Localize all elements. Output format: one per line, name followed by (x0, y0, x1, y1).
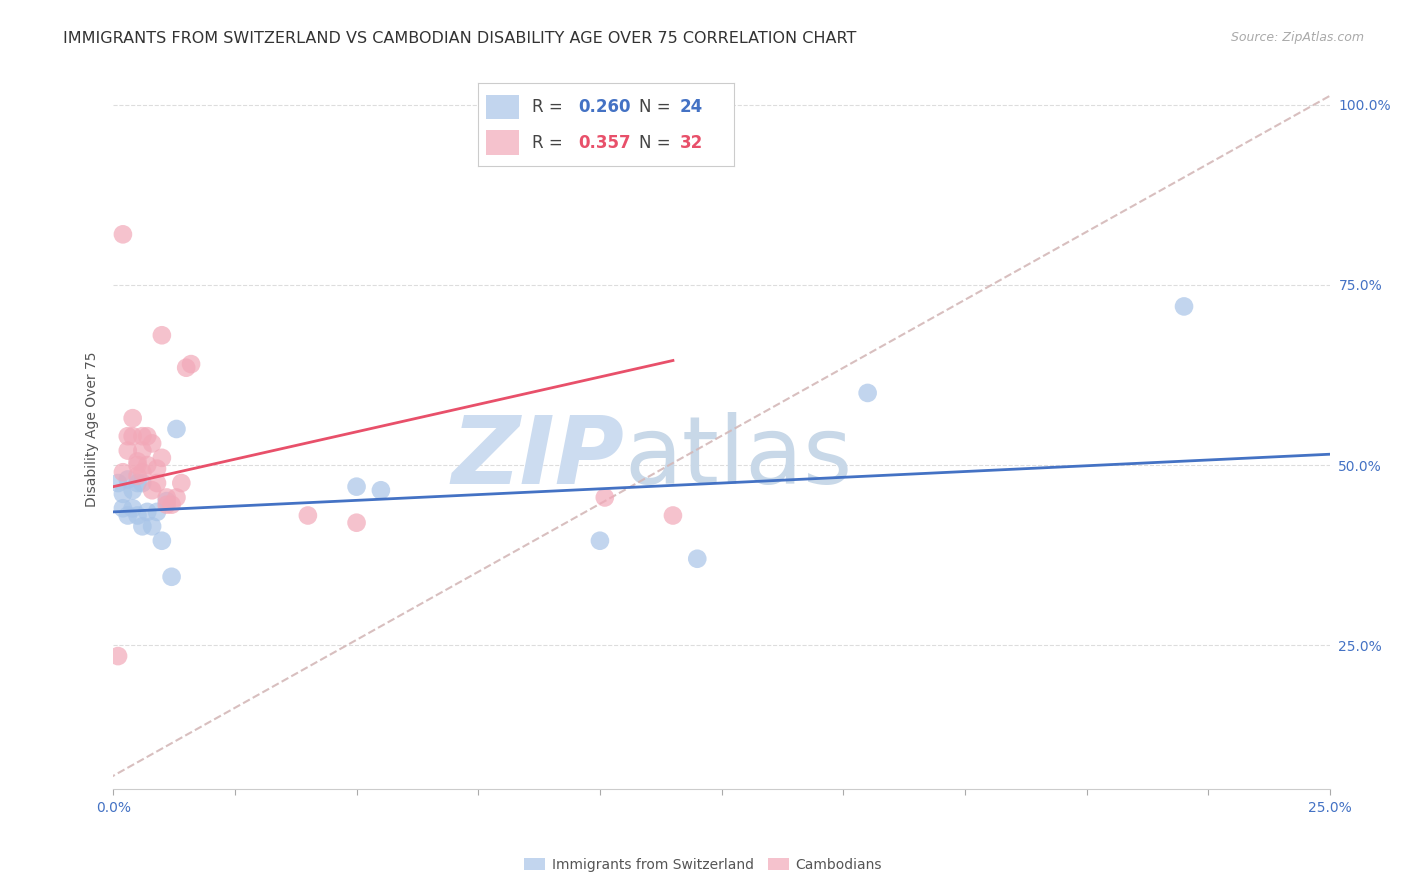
Point (146, 461, 169, 475)
Y-axis label: Disability Age Over 75: Disability Age Over 75 (86, 351, 100, 507)
Point (346, 480, 368, 494)
Text: Source: ZipAtlas.com: Source: ZipAtlas.com (1230, 31, 1364, 45)
Point (131, 519, 153, 533)
Point (131, 476, 153, 491)
Point (111, 227, 134, 242)
Point (127, 508, 149, 523)
Point (146, 476, 169, 491)
Point (160, 498, 183, 512)
Point (117, 443, 139, 458)
Point (166, 491, 188, 505)
Point (127, 468, 149, 483)
Point (121, 411, 143, 425)
Point (117, 508, 139, 523)
Point (150, 533, 173, 548)
Point (170, 476, 193, 491)
Point (111, 501, 134, 516)
Point (150, 328, 173, 343)
Point (180, 357, 202, 371)
Text: ZIP: ZIP (451, 412, 624, 504)
Point (131, 465, 153, 479)
Point (160, 570, 183, 584)
Point (150, 450, 173, 465)
Point (346, 516, 368, 530)
Point (156, 491, 179, 505)
Point (166, 422, 188, 436)
Point (117, 429, 139, 443)
Point (136, 505, 159, 519)
Text: atlas: atlas (624, 412, 852, 504)
Point (1173, 300, 1195, 314)
Point (111, 487, 134, 501)
Point (156, 494, 179, 508)
Point (127, 454, 149, 468)
Point (156, 498, 179, 512)
Point (121, 429, 143, 443)
Point (127, 458, 149, 472)
Point (141, 483, 163, 498)
Point (131, 443, 153, 458)
Point (174, 360, 197, 375)
Point (131, 429, 153, 443)
Point (593, 491, 616, 505)
Point (141, 519, 163, 533)
Point (136, 429, 159, 443)
Point (662, 508, 685, 523)
Point (146, 505, 169, 519)
Point (141, 436, 163, 450)
Text: IMMIGRANTS FROM SWITZERLAND VS CAMBODIAN DISABILITY AGE OVER 75 CORRELATION CHAR: IMMIGRANTS FROM SWITZERLAND VS CAMBODIAN… (63, 31, 856, 46)
Point (117, 472, 139, 486)
Legend: Immigrants from Switzerland, Cambodians: Immigrants from Switzerland, Cambodians (520, 854, 886, 876)
Point (121, 501, 143, 516)
Point (111, 465, 134, 479)
Point (297, 508, 319, 523)
Point (589, 533, 612, 548)
Point (370, 483, 392, 498)
Point (127, 476, 149, 491)
Point (107, 649, 129, 664)
Point (856, 386, 879, 401)
Point (107, 476, 129, 491)
Point (136, 458, 159, 472)
Point (121, 483, 143, 498)
Point (686, 551, 709, 566)
